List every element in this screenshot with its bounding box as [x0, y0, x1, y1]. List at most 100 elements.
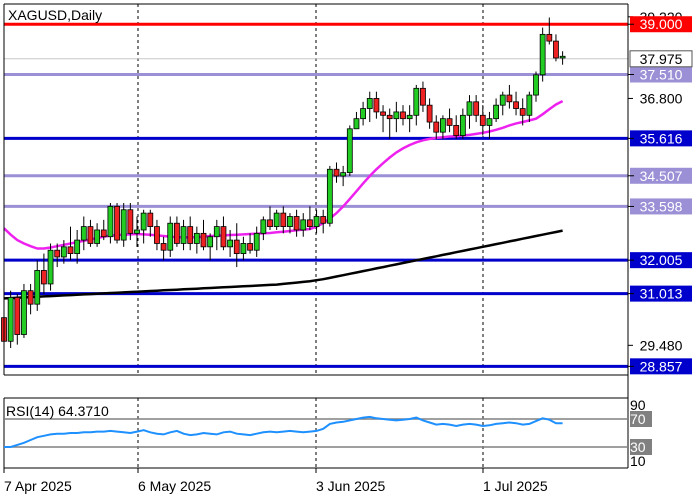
rsi-tick-label: 70 [630, 411, 646, 427]
candle [154, 219, 160, 251]
candle [533, 71, 539, 102]
level-tag [630, 167, 692, 184]
rsi-line [4, 415, 563, 448]
price-tags: 39.000 37.510 35.616 34.507 33.598 32.005 31.0… [628, 16, 693, 375]
candle [513, 91, 519, 116]
candle [114, 202, 120, 244]
candle [406, 105, 413, 133]
candle [187, 216, 194, 251]
level-label: 39.000 [640, 16, 683, 32]
candle [34, 260, 41, 311]
candle [173, 216, 180, 247]
rsi-tick-label: 90 [630, 397, 646, 413]
candle [300, 213, 307, 237]
candle [7, 290, 14, 349]
candle [499, 91, 506, 116]
slow-moving-average [3, 229, 563, 300]
candle [227, 229, 234, 257]
candle [546, 17, 553, 45]
candle [459, 108, 466, 139]
rsi-level-tag [630, 439, 652, 455]
level-label: 35.616 [640, 130, 683, 146]
level-tag [630, 285, 692, 302]
candle [220, 216, 227, 251]
candle [453, 115, 460, 139]
candle [479, 105, 486, 136]
candle [74, 229, 81, 264]
candle [107, 202, 114, 244]
candle [213, 219, 220, 251]
vertical-grid [4, 4, 628, 468]
level-label: 28.857 [640, 358, 683, 374]
candle [54, 243, 61, 268]
time-axis: 7 Apr 2025 6 May 2025 3 Jun 2025 1 Jul 2025 [3, 467, 628, 494]
candle [267, 206, 273, 230]
time-tick-label: 3 Jun 2025 [316, 478, 385, 494]
candle [526, 91, 533, 123]
rsi-tick-label: 10 [630, 453, 646, 469]
candle [486, 111, 493, 139]
chart-title: XAGUSD,Daily [8, 7, 102, 23]
candlesticks [1, 17, 566, 375]
candle [27, 283, 34, 315]
candle [233, 223, 240, 268]
candle [240, 236, 247, 261]
candle [60, 240, 67, 264]
candle [400, 105, 406, 126]
candle [313, 209, 320, 234]
candle [553, 34, 559, 62]
candle [140, 209, 147, 244]
candle [127, 202, 134, 241]
candle [506, 84, 513, 109]
candle [293, 209, 300, 237]
candle [167, 216, 174, 257]
candle [333, 162, 340, 183]
current-price-label: 37.975 [640, 51, 683, 67]
level-tag [630, 252, 692, 269]
candle [426, 98, 433, 129]
candle [100, 219, 107, 241]
level-tag [630, 130, 692, 147]
level-label: 37.510 [640, 66, 683, 82]
candle [446, 108, 453, 133]
candle [346, 125, 353, 177]
candle [21, 283, 27, 338]
level-label: 32.005 [640, 252, 683, 268]
candle [80, 216, 87, 251]
time-tick-label: 7 Apr 2025 [4, 478, 72, 494]
candle [366, 91, 373, 123]
candle [306, 206, 313, 230]
rsi-title: RSI(14) 64.3710 [6, 403, 109, 419]
level-label: 31.013 [640, 286, 683, 302]
candle [393, 101, 400, 133]
candle [420, 81, 426, 112]
candle [200, 219, 207, 251]
candle [280, 206, 287, 234]
candle [134, 216, 140, 247]
level-tag [630, 358, 692, 375]
candle [180, 219, 187, 251]
candle [360, 101, 367, 126]
candle [207, 233, 214, 261]
candle [193, 226, 200, 254]
candle [260, 216, 267, 241]
level-tag [630, 16, 692, 33]
level-label: 34.507 [640, 168, 683, 184]
candle [120, 202, 127, 247]
candle [320, 209, 327, 234]
time-tick-label: 1 Jul 2025 [483, 478, 548, 494]
current-price-tag [629, 50, 693, 68]
candle [340, 165, 347, 187]
candle [380, 105, 386, 133]
candle [160, 236, 167, 261]
candle [14, 294, 21, 345]
candle [413, 84, 420, 126]
candle [493, 98, 500, 123]
candle [253, 226, 260, 257]
rsi-level-tag [630, 411, 652, 427]
level-label: 33.598 [640, 198, 683, 214]
level-tag [630, 198, 692, 215]
candle [559, 51, 566, 65]
